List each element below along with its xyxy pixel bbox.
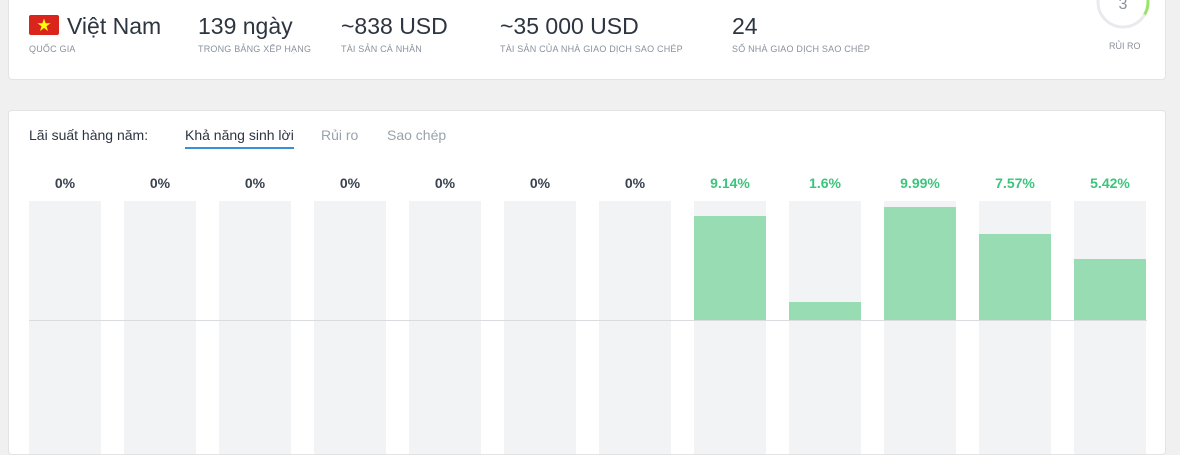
bar-data-label: 0% <box>529 175 551 191</box>
risk-label: RỦI RO <box>1109 41 1141 51</box>
bar-track <box>314 201 386 454</box>
bar <box>1074 258 1146 320</box>
bar <box>884 206 956 320</box>
personal-assets-stat: ~838 USD TÀI SẢN CÁ NHÂN <box>341 10 448 54</box>
bar-track <box>504 201 576 454</box>
bar <box>789 301 861 320</box>
bar-data-label: 0% <box>339 175 361 191</box>
days-label: TRONG BẢNG XẾP HẠNG <box>198 44 312 54</box>
chart-card: Lãi suất hàng năm: Khả năng sinh lời Rủi… <box>8 110 1166 455</box>
copier-assets-stat: ~35 000 USD TÀI SẢN CỦA NHÀ GIAO DỊCH SA… <box>500 10 683 54</box>
bar-track <box>599 201 671 454</box>
copier-assets-label: TÀI SẢN CỦA NHÀ GIAO DỊCH SAO CHÉP <box>500 44 683 54</box>
bar-data-label: 7.57% <box>995 175 1035 191</box>
days-stat: 139 ngày TRONG BẢNG XẾP HẠNG <box>198 10 311 54</box>
bar-data-label: 0% <box>244 175 266 191</box>
bar-data-label: 0% <box>54 175 76 191</box>
bar-track <box>694 201 766 454</box>
tab-risk[interactable]: Rủi ro <box>321 127 359 143</box>
zero-baseline <box>29 320 1147 321</box>
country-value: Việt Nam <box>67 13 162 39</box>
bar-track <box>1074 201 1146 454</box>
copiers-label: SỐ NHÀ GIAO DỊCH SAO CHÉP <box>732 44 871 54</box>
bar-track <box>884 201 956 454</box>
copiers-stat: 24 SỐ NHÀ GIAO DỊCH SAO CHÉP <box>732 10 870 54</box>
bar-track <box>29 201 101 454</box>
vietnam-flag-icon <box>29 14 59 35</box>
copier-assets-value: ~35 000 USD <box>500 13 639 39</box>
risk-value: 3 <box>1118 0 1128 13</box>
bar-track <box>789 201 861 454</box>
bar-data-label: 9.99% <box>900 175 940 191</box>
bar-data-label: 1.6% <box>809 175 841 191</box>
bar-data-label: 9.14% <box>710 175 750 191</box>
country-stat: Việt Nam QUỐC GIA <box>29 10 161 54</box>
personal-assets-label: TÀI SẢN CÁ NHÂN <box>341 44 423 54</box>
bar-data-label: 0% <box>149 175 171 191</box>
summary-card: Việt Nam QUỐC GIA 139 ngày TRONG BẢNG XẾ… <box>8 0 1166 80</box>
risk-gauge-icon <box>1096 0 1150 29</box>
bar-track <box>979 201 1051 454</box>
bar-track <box>124 201 196 454</box>
bar <box>694 216 766 320</box>
bar-data-label: 0% <box>624 175 646 191</box>
bar-track <box>409 201 481 454</box>
bar <box>979 234 1051 320</box>
personal-assets-value: ~838 USD <box>341 13 448 39</box>
bar-data-label: 5.42% <box>1090 175 1130 191</box>
tabs-prefix: Lãi suất hàng năm: <box>29 127 149 143</box>
copiers-value: 24 <box>732 13 758 39</box>
tab-copy[interactable]: Sao chép <box>387 127 447 143</box>
bar-track <box>219 201 291 454</box>
tab-profitability[interactable]: Khả năng sinh lời <box>185 127 294 149</box>
bar-data-label: 0% <box>434 175 456 191</box>
country-label: QUỐC GIA <box>29 44 76 54</box>
days-value: 139 ngày <box>198 13 293 39</box>
